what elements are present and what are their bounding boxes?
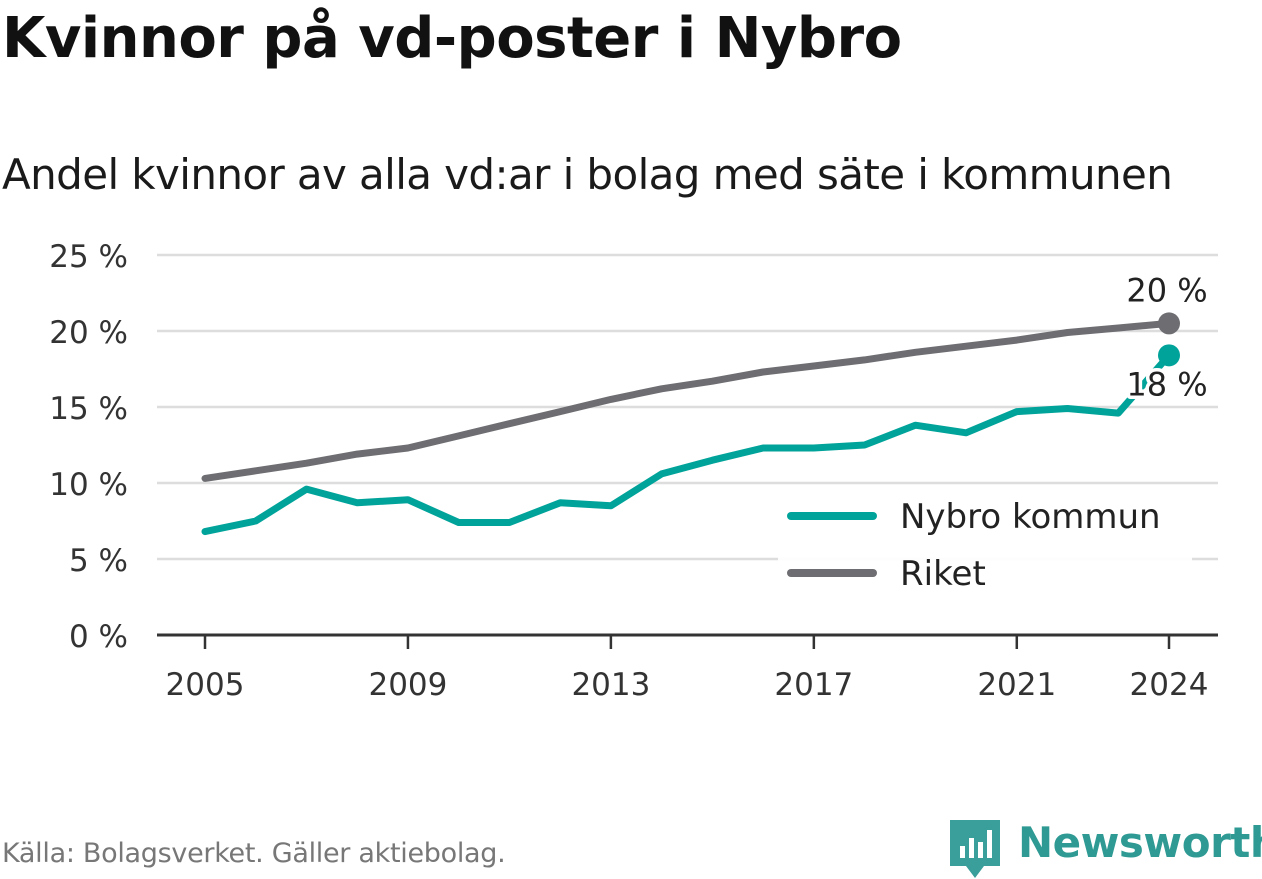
chart-title: Kvinnor på vd-poster i Nybro <box>2 6 902 71</box>
series-line-riket <box>201 319 1173 482</box>
chart-subtitle: Andel kvinnor av alla vd:ar i bolag med … <box>2 150 1173 199</box>
end-point-riket <box>1158 312 1180 335</box>
brand: Newsworthy <box>950 818 1262 878</box>
y-tick-label: 10 % <box>49 467 128 503</box>
y-tick-label: 25 % <box>49 239 128 275</box>
legend-box <box>778 485 1192 609</box>
y-tick-label: 15 % <box>49 391 128 427</box>
x-tick-label: 2017 <box>774 667 853 703</box>
end-value-label: 18 % <box>1126 365 1207 403</box>
x-tick-label: 2021 <box>977 667 1056 703</box>
x-tick-label: 2009 <box>368 667 447 703</box>
brand-name: Newsworthy <box>1018 818 1262 867</box>
line-chart: 0 % 5 % 10 % 15 % 20 % 25 % 2005 2009 2013 2017 20… <box>49 239 1218 703</box>
end-point-nybro <box>1158 344 1180 367</box>
x-tick-label: 2024 <box>1130 667 1209 703</box>
source-note: Källa: Bolagsverket. Gäller aktiebolag. <box>2 838 506 869</box>
legend-label: Nybro kommun <box>900 497 1161 537</box>
x-tick-label: 2005 <box>166 667 245 703</box>
legend-label: Riket <box>900 554 986 594</box>
y-tick-label: 20 % <box>49 315 128 351</box>
y-tick-label: 0 % <box>69 619 128 655</box>
series-line-nybro <box>201 351 1173 536</box>
newsworthy-logo-icon <box>950 820 1000 878</box>
x-tick-label: 2013 <box>571 667 650 703</box>
end-value-label: 20 % <box>1126 271 1207 309</box>
y-tick-label: 5 % <box>69 543 128 579</box>
